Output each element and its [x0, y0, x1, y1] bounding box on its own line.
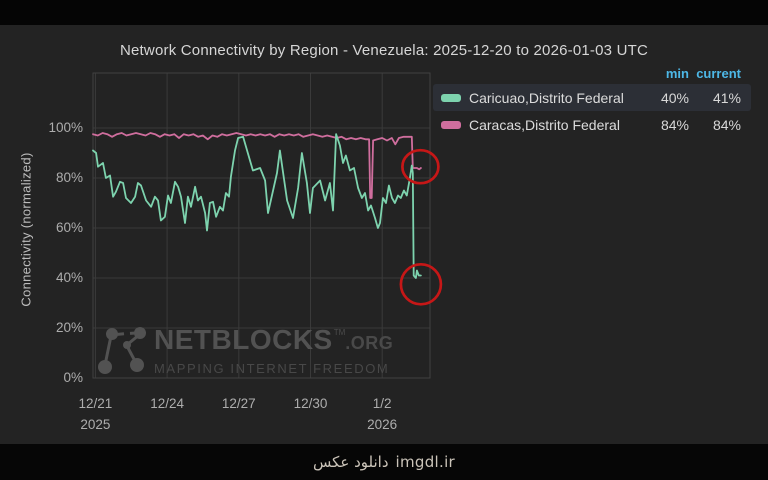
series-min-caricuao: 40% [660, 89, 689, 106]
y-tick-label: 20% [55, 320, 83, 335]
watermark-tm: TM [333, 328, 346, 337]
netblocks-watermark: NETBLOCKSTM.ORG MAPPING INTERNET FREEDOM [97, 318, 393, 376]
series-swatch-caracas-icon [441, 120, 461, 129]
legend-col-min[interactable]: min [665, 65, 689, 81]
y-tick-label: 60% [55, 220, 83, 235]
y-axis-title: Connectivity (normalized) [18, 152, 34, 307]
series-current-caricuao: 41% [712, 89, 741, 106]
series-label-caricuao: Caricuao,Distrito Federal [469, 89, 624, 106]
bottom-watermark-bar: دانلود عکس imgdl.ir [0, 444, 768, 480]
legend-row-caracas[interactable]: Caracas,Distrito Federal 84% 84% [433, 111, 751, 138]
top-letterbox-bar [0, 0, 768, 25]
legend-header: min current [433, 62, 751, 84]
x-tick-year: 2026 [367, 417, 398, 432]
series-min-caracas: 84% [660, 116, 689, 133]
y-tick-label: 100% [48, 120, 83, 135]
watermark-suffix: .ORG [345, 333, 394, 353]
y-tick-label: 0% [63, 370, 83, 385]
x-tick-label: 1/2 2026 [346, 396, 418, 433]
legend-row-caricuao[interactable]: Caricuao,Distrito Federal 40% 41% [433, 84, 751, 111]
footer-text: دانلود عکس imgdl.ir [313, 453, 455, 471]
legend: min current Caricuao,Distrito Federal 40… [433, 62, 751, 138]
x-tick-label: 12/27 [221, 396, 256, 411]
series-current-caracas: 84% [712, 116, 741, 133]
y-tick-label: 80% [55, 170, 83, 185]
series-label-caracas: Caracas,Distrito Federal [469, 116, 620, 133]
x-tick-label: 12/21 2025 [59, 396, 131, 433]
chart-title: Network Connectivity by Region - Venezue… [119, 42, 649, 59]
watermark-brand: NETBLOCKS [154, 324, 333, 355]
footer-caption: دانلود عکس [312, 453, 389, 471]
x-tick-label: 12/24 [150, 396, 184, 411]
watermark-tagline: MAPPING INTERNET FREEDOM [154, 361, 390, 376]
y-tick-label: 40% [55, 270, 83, 285]
netblocks-network-logo-icon [98, 327, 146, 374]
x-tick-year: 2025 [80, 417, 111, 432]
x-tick-label: 12/30 [293, 396, 328, 411]
series-swatch-caricuao-icon [441, 93, 461, 102]
legend-col-current[interactable]: current [696, 65, 741, 81]
footer-site: imgdl.ir [395, 453, 456, 471]
